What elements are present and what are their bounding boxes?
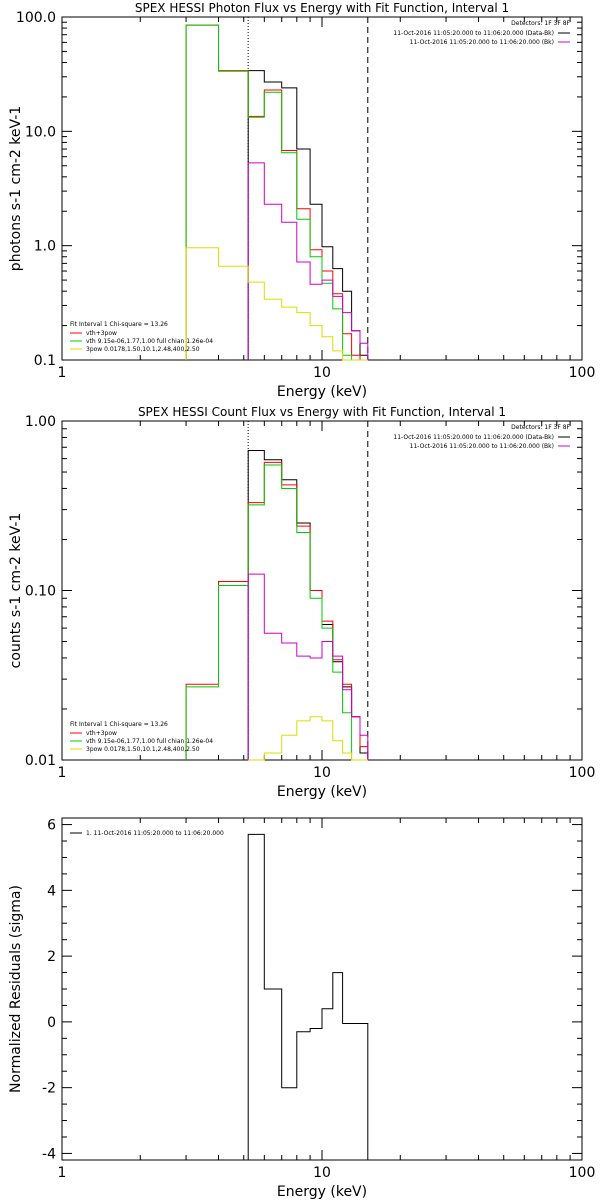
resid-y-tick-label: 6 — [47, 818, 56, 834]
count-series-data — [247, 450, 369, 760]
count-legend-entry: vth+3pow — [86, 730, 117, 737]
count-x-tick-label: 100 — [569, 765, 596, 781]
resid-y-tick-label: -2 — [42, 1081, 56, 1097]
resid-plot-frame — [61, 817, 583, 1161]
count-y-tick-label: 0.10 — [25, 584, 56, 600]
photon-legend-fit-header: Fit Interval 1 Chi-square = 13.26 — [70, 321, 168, 328]
photon-x-axis-label: Energy (keV) — [277, 384, 367, 400]
count-chart-title: SPEX HESSI Count Flux vs Energy with Fit… — [138, 405, 506, 419]
count-legend-fit-header: Fit Interval 1 Chi-square = 13.26 — [70, 721, 168, 728]
resid-series-residuals — [247, 833, 369, 1160]
count-legend-entry: 11-Oct-2016 11:05:20.000 to 11:06:20.000… — [393, 434, 554, 441]
count-x-axis-label: Energy (keV) — [277, 784, 367, 800]
resid-y-tick-label: 2 — [47, 949, 56, 965]
count-legend-entry: vth 9.15e-06,1.77,1.00 full chian 1.26e-… — [86, 738, 213, 745]
photon-series-vth — [185, 24, 368, 361]
photon-legend-entry: vth 9.15e-06,1.77,1.00 full chian 1.26e-… — [86, 338, 213, 345]
count-flux-panel: SPEX HESSI Count Flux vs Energy with Fit… — [8, 405, 595, 800]
photon-legend-entry: vth+3pow — [86, 330, 117, 337]
photon-series-bk — [247, 162, 369, 360]
count-legend-entry: 11-Oct-2016 11:05:20.000 to 11:06:20.000… — [410, 443, 554, 450]
count-series-vth_3pow — [185, 461, 369, 760]
photon-x-tick-label: 10 — [313, 365, 331, 381]
photon-series-data — [247, 70, 369, 360]
resid-legend-entry: 1. 11-Oct-2016 11:05:20.000 to 11:06:20.… — [86, 830, 224, 837]
photon-plot-frame — [61, 16, 583, 361]
count-series-bk — [247, 573, 369, 760]
photon-legend-entry: 11-Oct-2016 11:05:20.000 to 11:06:20.000… — [410, 39, 554, 46]
count-y-tick-label: 0.01 — [25, 753, 56, 769]
photon-y-tick-label: 0.1 — [34, 353, 56, 369]
count-series-vth — [185, 464, 368, 761]
resid-y-tick-label: -4 — [42, 1146, 56, 1162]
photon-x-tick-label: 1 — [58, 365, 67, 381]
resid-x-axis-label: Energy (keV) — [277, 1184, 367, 1200]
count-y-axis-label: counts s-1 cm-2 keV-1 — [8, 513, 24, 669]
resid-x-tick-label: 1 — [58, 1165, 67, 1181]
count-x-tick-label: 10 — [313, 765, 331, 781]
resid-y-tick-label: 0 — [47, 1015, 56, 1031]
count-series-pow — [248, 716, 368, 761]
photon-y-tick-label: 1.0 — [34, 239, 56, 255]
photon-legend-detectors: Detectors: 1F 3F 8F — [511, 20, 570, 27]
photon-series-vth_3pow — [185, 24, 368, 361]
photon-x-tick-label: 100 — [569, 365, 596, 381]
photon-legend-entry: 11-Oct-2016 11:05:20.000 to 11:06:20.000… — [393, 30, 554, 37]
photon-flux-panel: SPEX HESSI Photon Flux vs Energy with Fi… — [8, 1, 595, 400]
count-y-tick-label: 1.00 — [25, 414, 56, 430]
resid-y-tick-label: 4 — [47, 883, 56, 899]
resid-y-axis-label: Normalized Residuals (sigma) — [8, 885, 24, 1093]
photon-series-pow — [185, 247, 368, 361]
residuals-panel: 1 10 100 -4 -2 0 2 4 6 Energy (keV) Normalized Res… — [8, 817, 596, 1200]
photon-chart-title: SPEX HESSI Photon Flux vs Energy with Fi… — [135, 1, 509, 15]
count-x-tick-label: 1 — [58, 765, 67, 781]
photon-y-axis-label: photons s-1 cm-2 keV-1 — [8, 106, 24, 271]
photon-y-tick-label: 100.0 — [16, 10, 56, 26]
count-legend-entry: 3pow 0.0178,1.50,10.1,2.48,400,2.50 — [86, 746, 200, 753]
photon-y-tick-label: 10.0 — [25, 124, 56, 140]
resid-x-tick-label: 100 — [569, 1165, 596, 1181]
resid-x-tick-label: 10 — [313, 1165, 331, 1181]
photon-legend-entry: 3pow 0.0178,1.50,10.1,2.48,400,2.50 — [86, 346, 200, 353]
count-legend-detectors: Detectors: 1F 3F 8F — [511, 424, 570, 431]
